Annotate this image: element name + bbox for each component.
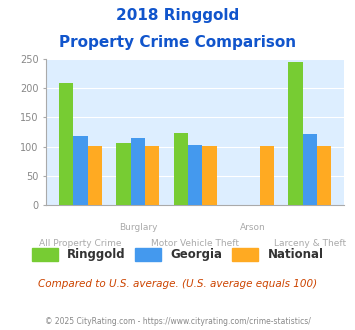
Text: Burglary: Burglary bbox=[119, 223, 157, 232]
Text: Larceny & Theft: Larceny & Theft bbox=[274, 240, 346, 248]
Bar bbox=[202, 146, 217, 205]
Text: © 2025 CityRating.com - https://www.cityrating.com/crime-statistics/: © 2025 CityRating.com - https://www.city… bbox=[45, 317, 310, 326]
Text: Property Crime Comparison: Property Crime Comparison bbox=[59, 35, 296, 50]
Bar bbox=[260, 146, 274, 205]
Text: Motor Vehicle Theft: Motor Vehicle Theft bbox=[151, 240, 239, 248]
Bar bbox=[73, 136, 88, 205]
Bar bbox=[188, 145, 202, 205]
Bar bbox=[174, 133, 188, 205]
Bar bbox=[88, 146, 102, 205]
Bar bbox=[317, 146, 332, 205]
Bar bbox=[288, 62, 303, 205]
Bar bbox=[131, 138, 145, 205]
Text: 2018 Ringgold: 2018 Ringgold bbox=[116, 8, 239, 23]
Text: Compared to U.S. average. (U.S. average equals 100): Compared to U.S. average. (U.S. average … bbox=[38, 279, 317, 289]
Bar bbox=[145, 146, 159, 205]
Text: All Property Crime: All Property Crime bbox=[39, 240, 122, 248]
Bar bbox=[59, 82, 73, 205]
Text: Arson: Arson bbox=[240, 223, 266, 232]
Legend: Ringgold, Georgia, National: Ringgold, Georgia, National bbox=[26, 242, 329, 267]
Bar bbox=[116, 143, 131, 205]
Bar bbox=[303, 134, 317, 205]
